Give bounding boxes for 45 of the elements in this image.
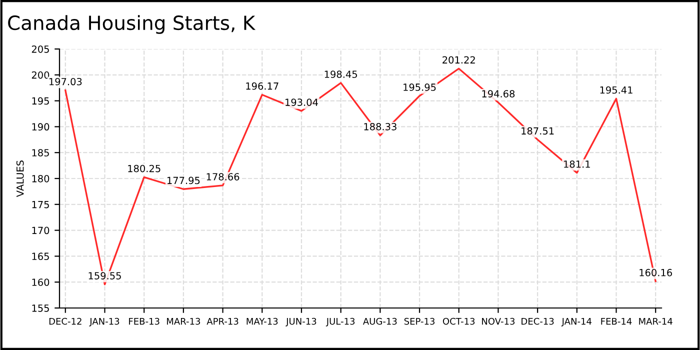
data-label: 181.1 (564, 160, 590, 168)
data-label: 188.33 (364, 123, 396, 130)
y-tick-label: 165 (32, 252, 49, 260)
y-tick-label: 175 (32, 201, 49, 208)
data-label: 196.17 (246, 82, 278, 90)
y-tick-label: 180 (32, 174, 50, 182)
x-tick-label: JAN-13 (89, 318, 120, 326)
x-tick-label: APR-13 (206, 318, 238, 325)
data-label: 195.95 (404, 84, 436, 91)
x-tick-label: MAR-14 (639, 318, 672, 325)
x-tick-label: FEB-14 (601, 318, 632, 325)
data-label: 201.22 (442, 56, 475, 64)
x-tick-label: MAR-13 (167, 318, 200, 325)
data-label: 193.04 (286, 98, 318, 106)
x-tick-label: JUL-13 (326, 318, 355, 326)
x-tick-label: DEC-12 (49, 318, 82, 325)
data-label: 178.66 (206, 173, 240, 180)
x-tick-label: OCT-13 (442, 318, 475, 325)
y-tick-label: 155 (32, 304, 49, 312)
y-tick-label: 160 (32, 278, 50, 286)
data-label: 177.95 (168, 176, 200, 184)
y-tick-label: 185 (32, 149, 49, 156)
data-label: 198.45 (324, 70, 357, 78)
x-tick-label: FEB-13 (129, 318, 160, 325)
y-tick-label: 170 (32, 226, 50, 234)
x-tick-label: MAY-13 (246, 318, 278, 325)
y-axis-title: VALUES (16, 160, 24, 197)
data-label: 197.03 (49, 78, 82, 86)
data-label: 160.16 (640, 268, 672, 276)
data-label: 195.41 (600, 86, 632, 94)
x-tick-label: SEP-13 (404, 318, 435, 325)
data-label: 180.25 (128, 164, 160, 172)
y-tick-label: 200 (32, 71, 50, 79)
x-tick-label: DEC-13 (522, 318, 554, 325)
y-tick-label: 195 (32, 97, 49, 105)
data-label: 194.68 (482, 90, 515, 98)
chart-title: Canada Housing Starts, K (8, 15, 256, 34)
x-tick-label: NOV-13 (482, 318, 515, 325)
x-tick-label: JAN-14 (561, 318, 592, 326)
y-tick-label: 205 (32, 45, 49, 53)
x-tick-label: JUN-13 (286, 318, 316, 326)
x-tick-label: AUG-13 (362, 318, 397, 325)
data-label: 187.51 (522, 127, 554, 135)
y-tick-label: 190 (32, 123, 50, 131)
data-label: 159.55 (88, 272, 121, 280)
